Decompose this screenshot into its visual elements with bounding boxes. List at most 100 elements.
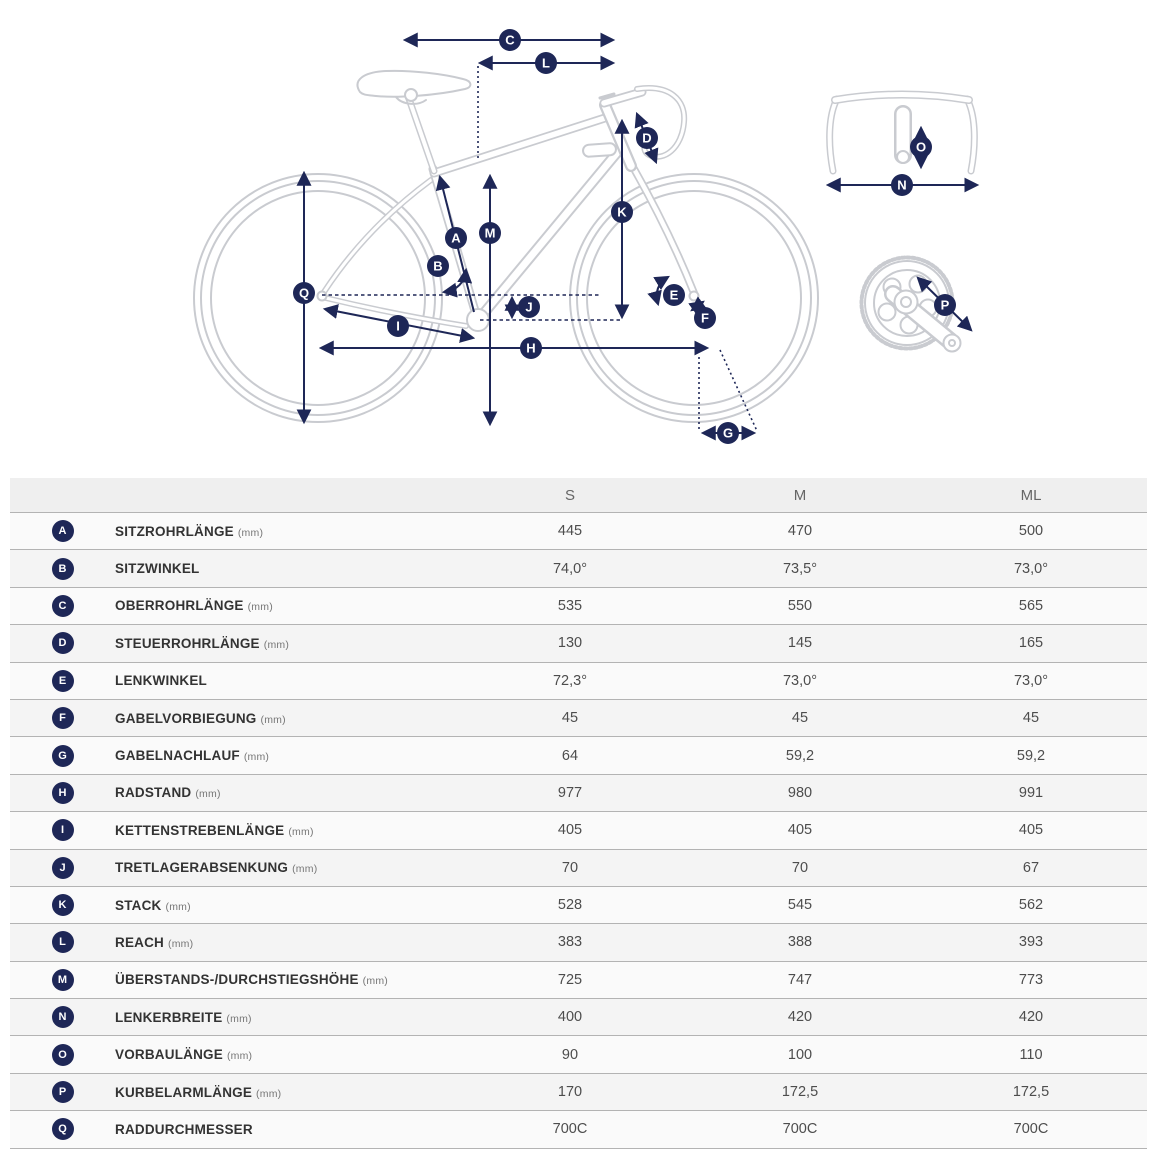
dimension-label: OBERROHRLÄNGE <box>115 598 244 614</box>
value-s: 70 <box>561 859 579 876</box>
dimension-unit: (mm) <box>292 863 318 876</box>
value-ml: 172,5 <box>1012 1084 1050 1101</box>
badge-letter-Q: Q <box>299 286 309 301</box>
front-wheel <box>569 173 819 423</box>
table-row: J TRETLAGERABSENKUNG (mm) 70 70 67 <box>10 849 1147 887</box>
value-ml: 565 <box>1018 597 1044 614</box>
badge-letter-E: E <box>670 288 679 303</box>
column-header-s: S <box>564 486 575 504</box>
dimension-label: LENKWINKEL <box>115 673 207 689</box>
badge-letter-I: I <box>396 319 400 334</box>
value-m: 73,5° <box>782 560 818 577</box>
dimension-badge: N <box>51 1006 74 1029</box>
badge-L <box>535 52 557 74</box>
table-row: D STEUERROHRLÄNGE (mm) 130 145 165 <box>10 625 1147 663</box>
badge-G <box>717 422 739 444</box>
dimension-label: TRETLAGERABSENKUNG <box>115 860 289 876</box>
arrow-F <box>688 296 707 316</box>
value-s: 90 <box>561 1046 579 1063</box>
brake-hood <box>582 142 617 158</box>
value-s: 45 <box>561 710 579 727</box>
dimension-label: STEUERROHRLÄNGE <box>115 635 260 651</box>
table-row: O VORBAULÄNGE (mm) 90 100 110 <box>10 1036 1147 1074</box>
dimension-badge: L <box>51 931 74 954</box>
value-ml: 991 <box>1018 784 1044 801</box>
value-ml: 420 <box>1018 1009 1044 1026</box>
value-s: 64 <box>561 747 579 764</box>
dimension-badge: A <box>51 520 74 543</box>
arc-E <box>647 275 670 307</box>
table-row: H RADSTAND (mm) 977 980 991 <box>10 774 1147 813</box>
badge-letter-L: L <box>542 56 550 71</box>
handlebar-top-view <box>826 90 978 175</box>
value-ml: 165 <box>1018 635 1044 652</box>
badge-F <box>694 307 716 329</box>
rear-wheel <box>193 173 443 423</box>
value-s: 445 <box>557 523 583 540</box>
badge-P <box>934 294 956 316</box>
dimension-label: ÜBERSTANDS-/DURCHSTIEGSHÖHE <box>115 972 359 988</box>
table-row: A SITZROHRLÄNGE (mm) 445 470 500 <box>10 513 1147 551</box>
dimension-unit: (mm) <box>195 788 221 801</box>
value-s: 405 <box>557 822 583 839</box>
dimension-badge: I <box>51 819 74 842</box>
value-s: 725 <box>557 971 583 988</box>
dimension-badge: H <box>51 781 74 804</box>
badge-O <box>910 136 932 158</box>
dimension-unit: (mm) <box>362 975 388 988</box>
dimension-unit: (mm) <box>263 638 290 651</box>
value-m: 545 <box>787 897 813 914</box>
badge-letter-J: J <box>525 300 532 315</box>
value-ml: 393 <box>1018 934 1044 951</box>
value-m: 59,2 <box>785 747 815 764</box>
table-row: P KURBELARMLÄNGE (mm) 170 172,5 172,5 <box>10 1073 1147 1112</box>
value-ml: 45 <box>1022 710 1040 727</box>
dimension-label: RADSTAND <box>115 785 192 801</box>
table-row: M ÜBERSTANDS-/DURCHSTIEGSHÖHE (mm) 725 74… <box>10 961 1147 1000</box>
badge-letter-B: B <box>433 259 442 274</box>
table-row: L REACH (mm) 383 388 393 <box>10 924 1147 962</box>
value-s: 383 <box>557 934 583 951</box>
table-header-row: S M ML <box>10 478 1147 513</box>
badge-letter-G: G <box>723 426 733 441</box>
front-dropout <box>688 290 700 302</box>
dimension-label: GABELVORBIEGUNG <box>115 710 257 726</box>
table-row: K STACK (mm) 528 545 562 <box>10 886 1147 925</box>
dimension-badge: Q <box>51 1118 74 1141</box>
bottom-bracket <box>466 308 490 332</box>
badge-letter-O: O <box>916 140 926 155</box>
badge-letter-P: P <box>941 298 950 313</box>
dimension-badge: O <box>51 1043 74 1066</box>
bike-side-view <box>193 69 819 423</box>
column-header-m: M <box>793 486 807 504</box>
table-row: N LENKERBREITE (mm) 400 420 420 <box>10 999 1147 1037</box>
dimension-badge: F <box>51 707 74 730</box>
value-ml: 73,0° <box>1013 672 1049 689</box>
badge-C <box>499 29 521 51</box>
dimension-label: KETTENSTREBENLÄNGE <box>115 822 285 838</box>
value-m: 172,5 <box>781 1084 819 1101</box>
value-ml: 500 <box>1018 523 1044 540</box>
value-m: 550 <box>787 597 813 614</box>
badge-Q <box>293 282 315 304</box>
frame <box>316 69 700 332</box>
dimension-unit: (mm) <box>260 713 286 726</box>
value-m: 700C <box>782 1121 818 1138</box>
dimension-unit: (mm) <box>226 1012 252 1025</box>
value-m: 980 <box>787 784 813 801</box>
value-ml: 405 <box>1018 822 1044 839</box>
dimension-label: RADDURCHMESSER <box>115 1121 253 1137</box>
value-s: 74,0° <box>552 560 588 577</box>
rear-dropout <box>316 290 328 302</box>
value-s: 400 <box>557 1009 583 1026</box>
table-row: B SITZWINKEL 74,0° 73,5° 73,0° <box>10 550 1147 588</box>
dimension-unit: (mm) <box>165 900 191 913</box>
dimension-badges: AB C D E F G H I J K L M N O P Q <box>293 29 956 444</box>
dimension-badge: J <box>51 856 74 879</box>
dimension-label: REACH <box>115 934 165 950</box>
table-row: G GABELNACHLAUF (mm) 64 59,2 59,2 <box>10 737 1147 775</box>
badge-letter-M: M <box>485 226 496 241</box>
dimension-badge: B <box>51 557 74 580</box>
table-body: A SITZROHRLÄNGE (mm) 445 470 500 B SITZWI… <box>10 513 1147 1149</box>
table-row: E LENKWINKEL 72,3° 73,0° 73,0° <box>10 662 1147 700</box>
